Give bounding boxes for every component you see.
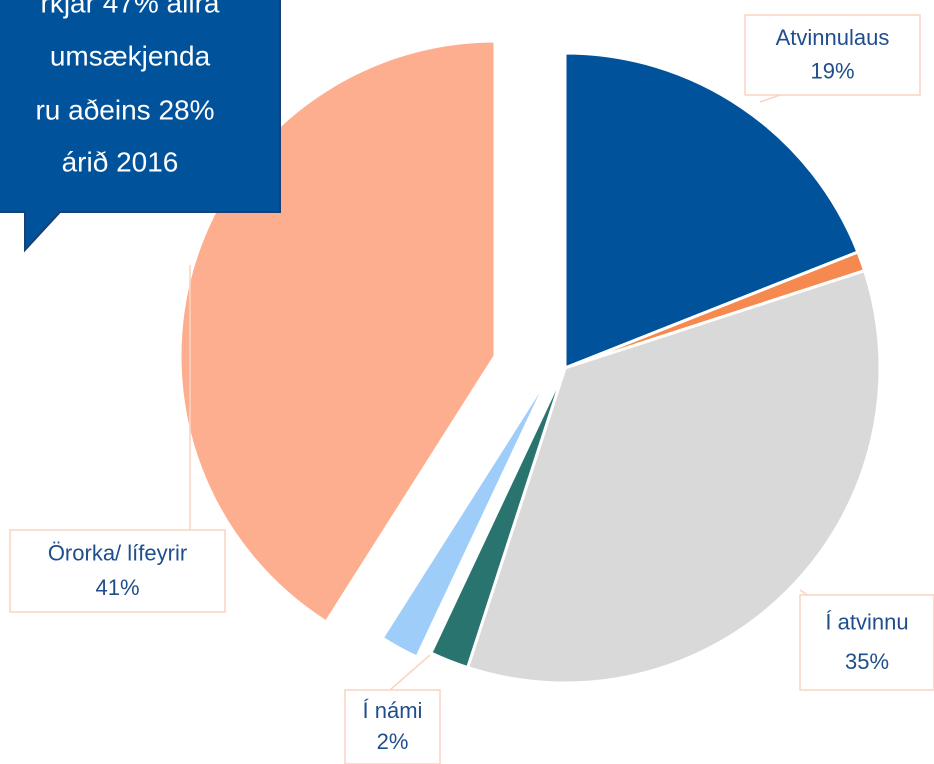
callout-box [0,0,281,253]
label-box [799,594,934,691]
slice [380,371,553,660]
value-label: 41% [95,575,139,600]
callout: rkjar 47% allra umsækjenda ru aðeins 28%… [0,0,281,253]
annotation: umsækjenda [50,40,211,71]
pie [178,39,882,685]
category-label: Í atvinnu [825,609,908,634]
slice [428,367,567,670]
annotation: rkjar 47% allra [41,0,220,18]
label-box [9,529,226,613]
value-label: 2% [377,729,409,754]
leader-line [759,94,781,103]
leader-line [389,654,431,691]
value-label: 35% [845,649,889,674]
label-box [344,689,441,764]
category-label: Í námi [363,698,423,723]
annotation: árið 2016 [62,146,179,177]
slice [465,268,882,685]
annotation: ru aðeins 28% [35,94,214,125]
category-label: Örorka/ lífeyrir [48,540,187,565]
category-label: Atvinnulaus [776,25,890,50]
slice [563,51,860,371]
label-box [744,14,921,96]
value-label: 19% [810,58,854,83]
